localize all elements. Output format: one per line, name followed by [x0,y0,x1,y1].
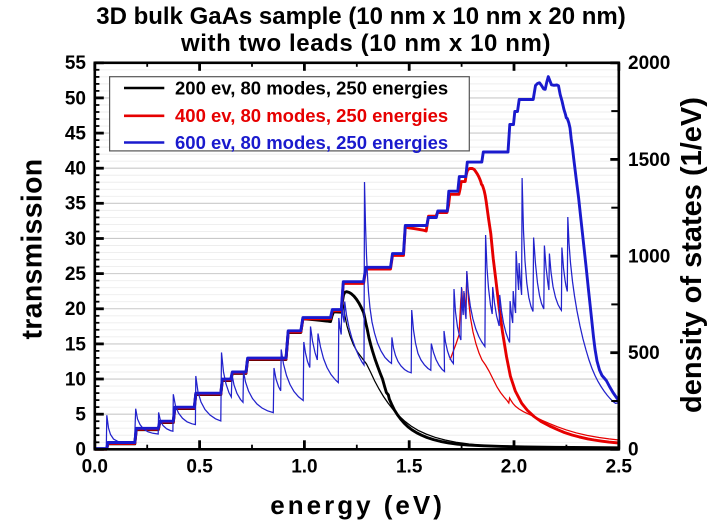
svg-text:1500: 1500 [628,150,670,171]
svg-text:1.5: 1.5 [396,457,423,478]
svg-text:with two leads (10 nm x 10 nm): with two leads (10 nm x 10 nm) [180,30,551,57]
svg-text:400 ev, 80 modes, 250 energies: 400 ev, 80 modes, 250 energies [175,105,448,126]
svg-text:0: 0 [628,440,639,461]
svg-text:0.5: 0.5 [186,457,213,478]
svg-text:2.5: 2.5 [606,457,633,478]
svg-text:10: 10 [65,369,86,390]
svg-text:35: 35 [65,194,87,215]
svg-text:600 ev, 80 modes, 250 energies: 600 ev, 80 modes, 250 energies [175,132,448,153]
svg-text:20: 20 [65,299,86,320]
svg-text:0.0: 0.0 [82,457,108,478]
svg-text:1000: 1000 [628,246,670,267]
svg-text:200 ev, 80 modes, 250 energies: 200 ev, 80 modes, 250 energies [175,77,448,98]
svg-text:40: 40 [65,159,86,180]
svg-text:15: 15 [65,334,87,355]
svg-text:500: 500 [628,343,660,364]
svg-text:2000: 2000 [628,53,670,74]
svg-text:5: 5 [75,405,86,426]
svg-text:2.0: 2.0 [501,457,527,478]
svg-text:energy (eV): energy (eV) [270,490,445,520]
svg-text:55: 55 [65,53,87,74]
svg-text:transmission: transmission [17,159,49,340]
svg-text:density of states (1/eV): density of states (1/eV) [676,97,708,413]
svg-text:1.0: 1.0 [291,457,317,478]
svg-text:3D bulk GaAs sample (10 nm x 1: 3D bulk GaAs sample (10 nm x 10 nm x 20 … [96,3,626,30]
svg-text:45: 45 [65,124,87,145]
svg-text:30: 30 [65,229,86,250]
svg-text:50: 50 [65,88,86,109]
svg-text:25: 25 [65,264,87,285]
svg-text:0: 0 [75,440,86,461]
